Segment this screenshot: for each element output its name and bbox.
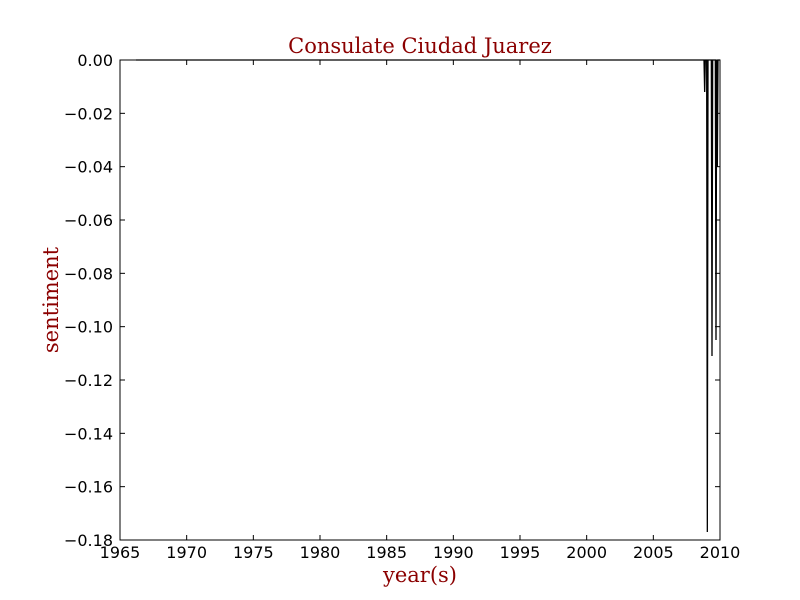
x-tick-label: 1990 bbox=[433, 543, 474, 562]
x-tick-label: 2000 bbox=[566, 543, 607, 562]
x-tick-label: 2010 bbox=[700, 543, 741, 562]
x-tick-label: 1985 bbox=[366, 543, 407, 562]
x-tick-label: 1970 bbox=[166, 543, 207, 562]
y-tick-label: −0.16 bbox=[64, 478, 113, 497]
y-axis-label: sentiment bbox=[39, 246, 63, 353]
y-tick-label: −0.08 bbox=[64, 264, 113, 283]
series-line-0 bbox=[136, 59, 720, 533]
plot-frame bbox=[119, 59, 721, 541]
y-tick-label: −0.06 bbox=[64, 211, 113, 230]
x-axis-ticks: 1965 1970 1975 1980 1985 1990 1995 2000 2005 2010 bbox=[100, 60, 741, 562]
y-tick-label: 0.00 bbox=[77, 51, 113, 70]
x-axis-label: year(s) bbox=[382, 563, 457, 587]
y-axis-ticks: 0.00 −0.02 −0.04 −0.06 −0.08 −0.10 −0.12 −0.14 −… bbox=[64, 51, 720, 550]
x-tick-label: 1975 bbox=[233, 543, 274, 562]
chart-title: Consulate Ciudad Juarez bbox=[288, 34, 552, 58]
y-tick-label: −0.04 bbox=[64, 158, 113, 177]
x-tick-label: 1995 bbox=[500, 543, 541, 562]
y-tick-label: −0.18 bbox=[64, 531, 113, 550]
y-tick-label: −0.14 bbox=[64, 424, 113, 443]
x-tick-label: 2005 bbox=[633, 543, 674, 562]
y-tick-label: −0.10 bbox=[64, 318, 113, 337]
y-tick-label: −0.02 bbox=[64, 104, 113, 123]
x-tick-label: 1980 bbox=[300, 543, 341, 562]
y-tick-label: −0.12 bbox=[64, 371, 113, 390]
x-tick-label: 1965 bbox=[100, 543, 141, 562]
plot-area bbox=[136, 59, 720, 533]
